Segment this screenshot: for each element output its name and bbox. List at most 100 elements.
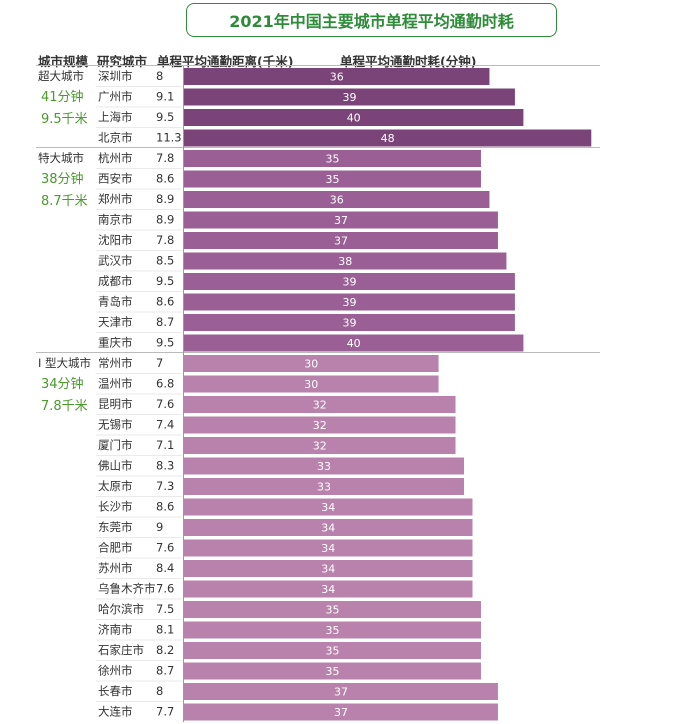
city-label: 成都市	[98, 274, 133, 288]
time-bar	[184, 314, 515, 331]
time-bar-label: 35	[325, 604, 339, 617]
city-label: 石家庄市	[98, 643, 144, 657]
distance-label: 9.5	[156, 274, 174, 288]
time-bar	[184, 355, 439, 372]
city-label: 苏州市	[98, 561, 133, 575]
time-bar	[184, 478, 465, 495]
tier-avg-distance: 8.7千米	[41, 194, 88, 209]
tier-avg-time: 34分钟	[41, 376, 84, 392]
distance-label: 8.6	[156, 295, 174, 309]
time-bar	[184, 396, 456, 413]
time-bar	[184, 170, 481, 188]
tier-avg-distance: 7.8千米	[41, 399, 88, 414]
time-bar	[184, 211, 498, 229]
time-bar-label: 32	[313, 399, 327, 412]
distance-label: 11.3	[156, 131, 182, 145]
time-bar-label: 40	[347, 112, 361, 125]
city-label: 广州市	[98, 90, 133, 104]
time-bar	[184, 109, 524, 126]
distance-label: 8.3	[156, 459, 174, 473]
distance-label: 7.5	[156, 602, 174, 616]
time-bar	[184, 580, 473, 598]
city-label: 昆明市	[98, 397, 133, 411]
city-label: 长沙市	[98, 500, 133, 514]
distance-label: 8.4	[156, 561, 174, 575]
time-bar-label: 39	[342, 317, 356, 330]
time-bar-label: 37	[334, 214, 348, 227]
time-bar	[184, 252, 507, 270]
time-bar	[184, 150, 481, 167]
city-label: 合肥市	[98, 541, 133, 555]
time-bar	[184, 457, 465, 475]
time-bar-label: 39	[342, 276, 356, 289]
time-bar-label: 37	[334, 235, 348, 248]
city-label: 大连市	[98, 705, 133, 719]
tier-label: I 型大城市	[38, 356, 91, 370]
time-bar	[184, 601, 481, 618]
city-label: 郑州市	[98, 192, 133, 206]
time-bar-label: 32	[313, 440, 327, 453]
city-label: 东莞市	[98, 520, 133, 534]
distance-label: 7.6	[156, 582, 174, 596]
time-bar	[184, 539, 473, 557]
time-bar	[184, 334, 524, 352]
time-bar	[184, 519, 473, 536]
city-label: 常州市	[98, 356, 133, 370]
time-bar	[184, 232, 498, 249]
tier-label: 超大城市	[38, 69, 84, 83]
time-bar	[184, 88, 515, 106]
time-bar	[184, 416, 456, 434]
time-bar-label: 32	[313, 419, 327, 432]
distance-label: 9.1	[156, 90, 174, 104]
distance-label: 8.7	[156, 664, 174, 678]
distance-label: 8.9	[156, 192, 174, 206]
time-bar-label: 35	[325, 624, 339, 637]
time-bar	[184, 191, 490, 208]
time-bar	[184, 293, 515, 311]
time-bar	[184, 437, 456, 454]
distance-label: 9.5	[156, 110, 174, 124]
distance-label: 8.6	[156, 172, 174, 186]
time-bar	[184, 642, 481, 659]
tier-avg-time: 38分钟	[41, 171, 84, 187]
city-label: 武汉市	[98, 254, 133, 268]
distance-label: 8.2	[156, 643, 174, 657]
time-bar-label: 37	[334, 706, 348, 719]
time-bar-label: 35	[325, 665, 339, 678]
time-bar-label: 33	[317, 460, 331, 473]
distance-label: 7	[156, 356, 163, 370]
distance-label: 8.9	[156, 213, 174, 227]
city-label: 长春市	[98, 684, 133, 698]
city-label: 温州市	[98, 377, 133, 391]
distance-label: 7.8	[156, 151, 174, 165]
city-label: 哈尔滨市	[98, 602, 144, 616]
time-bar	[184, 273, 515, 290]
distance-label: 7.6	[156, 541, 174, 555]
distance-label: 8.7	[156, 315, 174, 329]
distance-label: 9.5	[156, 336, 174, 350]
time-bar	[184, 375, 439, 393]
city-label: 徐州市	[98, 664, 133, 678]
distance-label: 7.8	[156, 233, 174, 247]
tier-avg-distance: 9.5千米	[41, 112, 88, 127]
time-bar-label: 34	[321, 522, 335, 535]
time-bar	[184, 662, 481, 680]
city-label: 太原市	[98, 479, 133, 493]
city-label: 厦门市	[98, 438, 133, 452]
time-bar-label: 38	[338, 255, 352, 268]
distance-label: 8.5	[156, 254, 174, 268]
distance-label: 7.6	[156, 397, 174, 411]
city-label: 无锡市	[98, 418, 133, 432]
distance-label: 8.1	[156, 623, 174, 637]
time-bar-label: 39	[342, 296, 356, 309]
time-bar-label: 40	[347, 337, 361, 350]
distance-label: 6.8	[156, 377, 174, 391]
city-label: 沈阳市	[98, 233, 133, 247]
time-bar-label: 30	[304, 358, 318, 371]
time-bar-label: 36	[330, 71, 344, 84]
time-bar-label: 37	[334, 686, 348, 699]
time-bar	[184, 683, 498, 700]
time-bar	[184, 621, 481, 639]
city-label: 北京市	[98, 131, 133, 145]
